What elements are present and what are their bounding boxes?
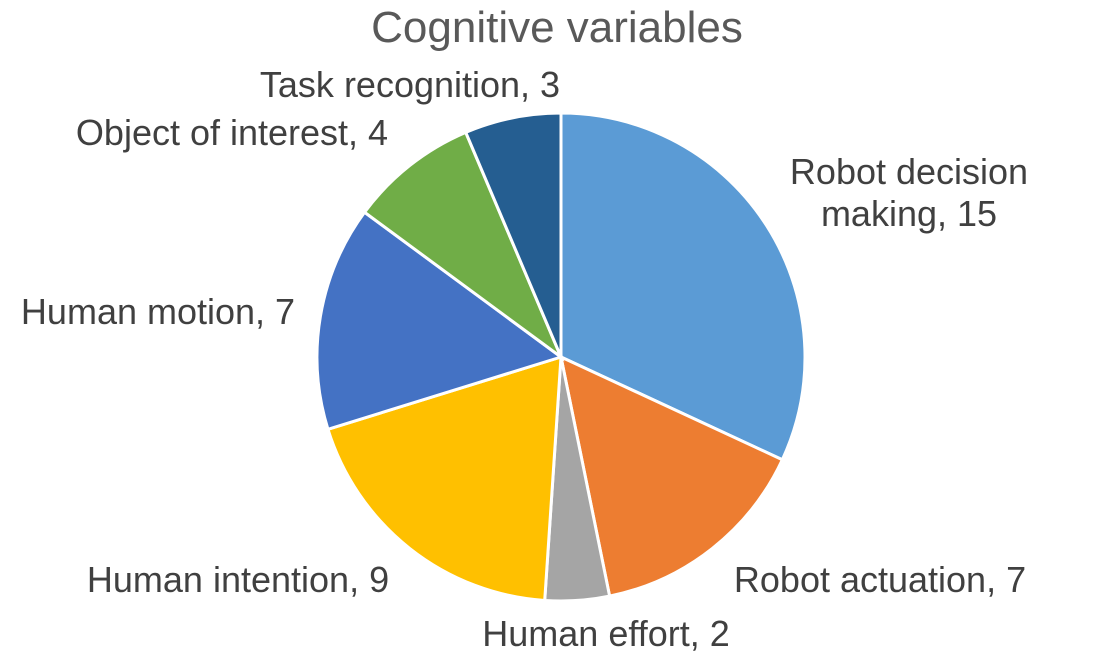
data-label: Task recognition, 3	[259, 64, 561, 105]
data-label: Human motion, 7	[20, 291, 296, 332]
pie-slice	[558, 354, 785, 598]
data-label: Robot actuation, 7	[733, 559, 1027, 600]
chart-title: Cognitive variables	[371, 3, 743, 52]
pie-slice	[362, 130, 565, 362]
pie-slice	[559, 111, 807, 462]
pie-slice	[326, 354, 563, 603]
pie-slice	[463, 111, 563, 358]
data-label: Human effort, 2	[482, 613, 730, 654]
pie-slice	[315, 210, 565, 432]
data-label: Human intention, 9	[86, 559, 390, 600]
data-label: Robot decision making, 15	[789, 151, 1029, 234]
data-label: Object of interest, 4	[75, 112, 389, 153]
